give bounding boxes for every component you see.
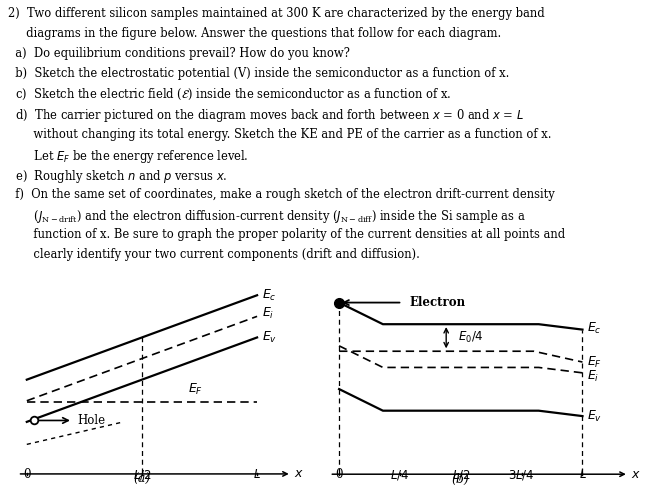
Text: Let $E_F$ be the energy reference level.: Let $E_F$ be the energy reference level.	[8, 148, 249, 165]
Text: c)  Sketch the electric field ($\mathcal{E}$) inside the semiconductor as a func: c) Sketch the electric field ($\mathcal{…	[8, 87, 451, 102]
Text: $E_i$: $E_i$	[262, 306, 274, 321]
Text: function of x. Be sure to graph the proper polarity of the current densities at : function of x. Be sure to graph the prop…	[8, 228, 565, 241]
Text: $E_F$: $E_F$	[188, 382, 203, 397]
Text: $E_i$: $E_i$	[587, 369, 600, 384]
Text: 0: 0	[23, 468, 31, 481]
Text: $x$: $x$	[631, 468, 641, 480]
Text: a)  Do equilibrium conditions prevail? How do you know?: a) Do equilibrium conditions prevail? Ho…	[8, 47, 350, 60]
Text: $E_v$: $E_v$	[587, 408, 602, 424]
Text: $3L/4$: $3L/4$	[508, 468, 535, 482]
Text: $L/2$: $L/2$	[452, 468, 470, 482]
Text: diagrams in the figure below. Answer the questions that follow for each diagram.: diagrams in the figure below. Answer the…	[8, 27, 501, 40]
Text: e)  Roughly sketch $n$ and $p$ versus $x$.: e) Roughly sketch $n$ and $p$ versus $x$…	[8, 168, 227, 185]
Text: ($J_\mathregular{N-drift}$) and the electron diffusion-current density ($J_\math: ($J_\mathregular{N-drift}$) and the elec…	[8, 208, 526, 225]
Text: (b): (b)	[452, 473, 470, 486]
Text: $E_c$: $E_c$	[262, 288, 276, 303]
Text: $L$: $L$	[253, 468, 261, 481]
Text: $E_c$: $E_c$	[587, 321, 602, 336]
Text: clearly identify your two current components (drift and diffusion).: clearly identify your two current compon…	[8, 248, 420, 261]
Text: $x$: $x$	[294, 467, 304, 480]
Text: Hole: Hole	[77, 414, 106, 427]
Text: 2)  Two different silicon samples maintained at 300 K are characterized by the e: 2) Two different silicon samples maintai…	[8, 7, 545, 20]
Text: $L$: $L$	[578, 468, 587, 481]
Text: $L/4$: $L/4$	[390, 468, 410, 482]
Text: Electron: Electron	[410, 296, 466, 309]
Text: $E_v$: $E_v$	[262, 330, 277, 345]
Text: $E_0/4$: $E_0/4$	[458, 330, 484, 345]
Text: b)  Sketch the electrostatic potential (V) inside the semiconductor as a functio: b) Sketch the electrostatic potential (V…	[8, 67, 509, 80]
Text: 0: 0	[336, 468, 343, 481]
Text: d)  The carrier pictured on the diagram moves back and forth between $x$ = 0 and: d) The carrier pictured on the diagram m…	[8, 108, 524, 124]
Text: $E_F$: $E_F$	[587, 355, 602, 370]
Text: f)  On the same set of coordinates, make a rough sketch of the electron drift-cu: f) On the same set of coordinates, make …	[8, 188, 554, 201]
Text: without changing its total energy. Sketch the KE and PE of the carrier as a func: without changing its total energy. Sketc…	[8, 128, 551, 141]
Text: $L/2$: $L/2$	[132, 467, 151, 481]
Text: (a): (a)	[133, 473, 151, 486]
